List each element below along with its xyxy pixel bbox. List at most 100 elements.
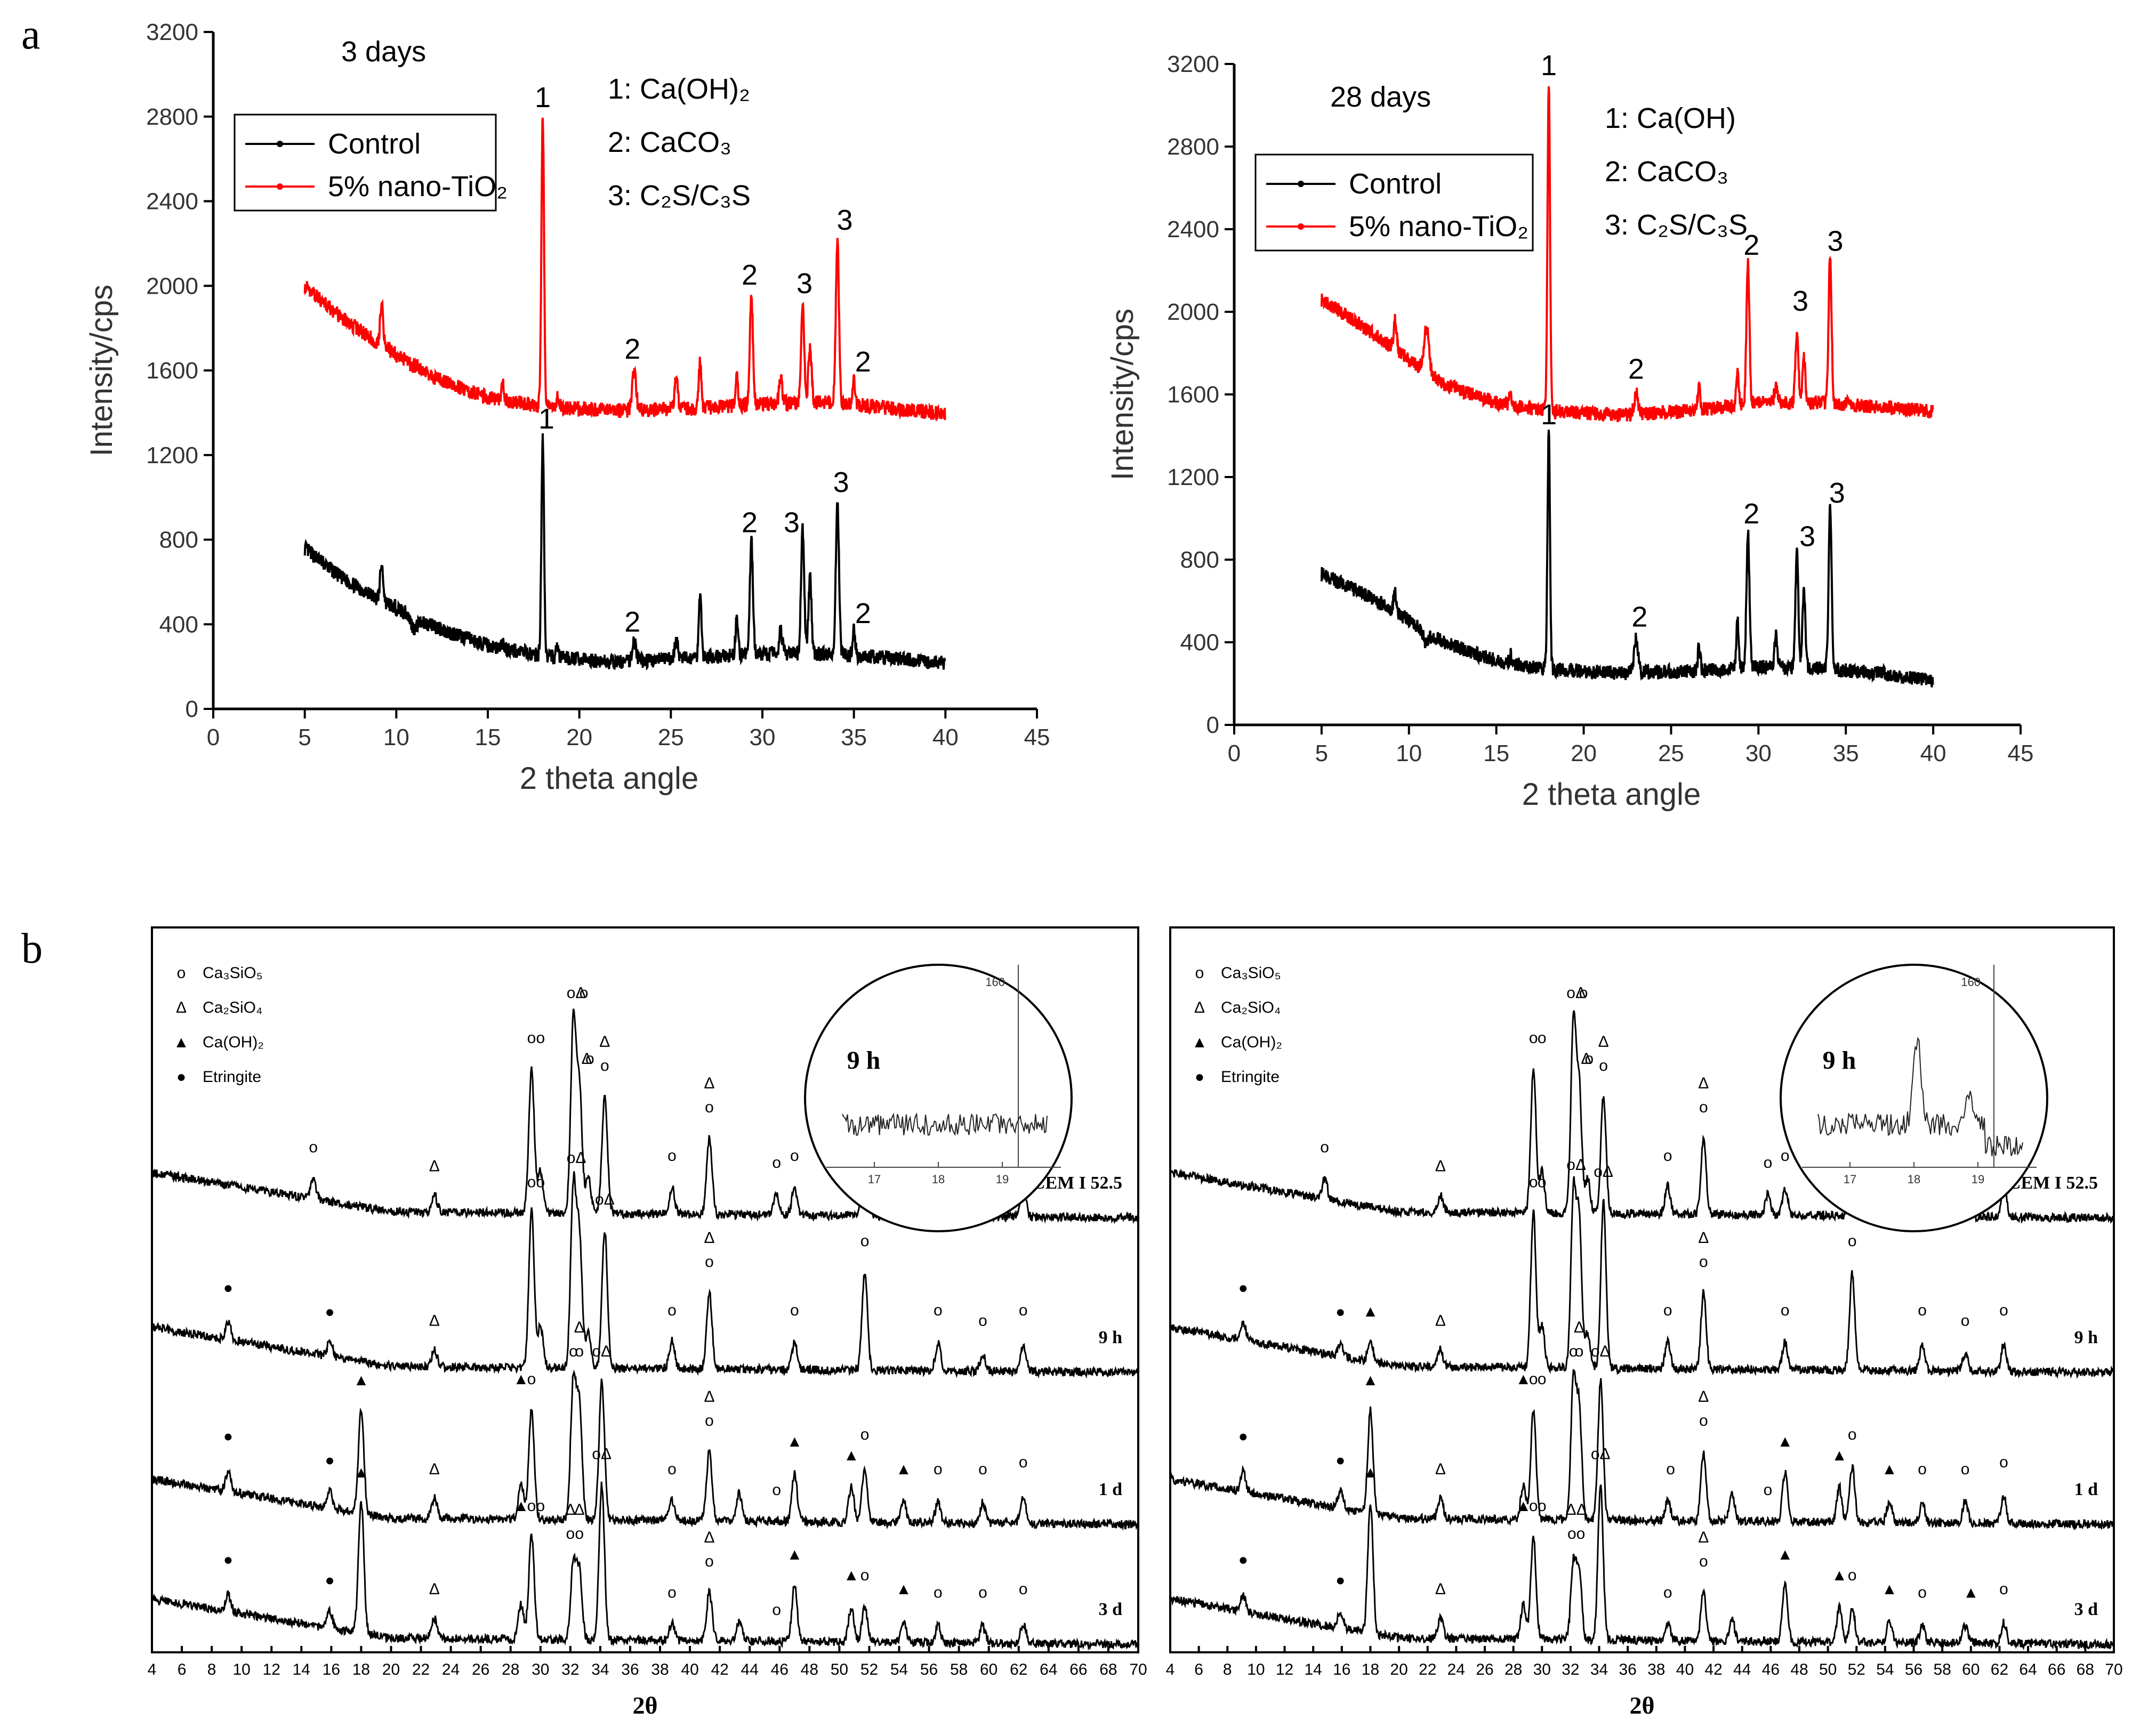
phase-marker: o: [575, 1525, 584, 1543]
x-tick-label: 10: [1247, 1661, 1265, 1678]
series-label: 3 d: [1099, 1600, 1123, 1619]
phase-marker: oΔ: [1591, 1343, 1611, 1360]
x-tick-label: 28: [502, 1661, 519, 1678]
phase-key-entry: 2: CaCO₃: [1605, 156, 1728, 188]
y-tick-label: 1200: [1167, 464, 1219, 490]
inset-tick-label: 17: [868, 1173, 881, 1186]
phase-marker: o: [705, 1553, 714, 1570]
series-trace: [151, 1171, 1139, 1379]
x-tick-label: 46: [771, 1661, 789, 1678]
phase-marker: ▲: [513, 1497, 529, 1515]
legend-label: Ca₃SiO₅: [203, 964, 263, 982]
x-tick-label: 8: [207, 1661, 216, 1678]
phase-marker: Δ: [1598, 1033, 1609, 1051]
x-tick-label: 14: [1304, 1661, 1322, 1678]
inset-tick-label: 19: [1972, 1173, 1984, 1186]
x-tick-label: 56: [1905, 1661, 1922, 1678]
y-tick-label: 2400: [1167, 216, 1219, 243]
legend-swatch-dot: [277, 141, 283, 147]
phase-marker: o: [580, 984, 589, 1002]
x-tick-label: 5: [298, 724, 311, 750]
x-tick-label: 66: [2048, 1661, 2065, 1678]
legend-label: Ca(OH)₂: [203, 1033, 264, 1051]
phase-marker: o: [705, 1253, 714, 1271]
x-tick-label: 6: [178, 1661, 187, 1678]
x-tick-label: 20: [382, 1661, 400, 1678]
legend-symbol: o: [1195, 964, 1204, 982]
legend-label: 5% nano-TiO₂: [1349, 211, 1528, 243]
x-tick-label: 12: [263, 1661, 280, 1678]
x-tick-label: 20: [566, 724, 592, 750]
legend-label: 5% nano-TiO₂: [328, 171, 508, 203]
x-tick-label: 54: [1876, 1661, 1894, 1678]
phase-marker: o: [1320, 1139, 1329, 1156]
phase-marker: ●: [1335, 1303, 1345, 1321]
legend-symbol: Δ: [1194, 999, 1205, 1016]
phase-marker: o: [705, 1099, 714, 1116]
phase-marker: o: [1019, 1454, 1028, 1471]
x-tick-label: 64: [1040, 1661, 1057, 1678]
phase-marker: o: [934, 1302, 943, 1319]
peak-label: 2: [624, 606, 640, 638]
phase-marker: o: [1538, 1370, 1547, 1388]
y-axis-label: Intensity/cps: [1105, 309, 1140, 480]
phase-marker: o: [1663, 1302, 1672, 1319]
phase-marker: o: [705, 1412, 714, 1430]
phase-marker: ▲: [353, 1464, 369, 1481]
phase-marker: o: [1848, 1567, 1857, 1584]
chart-title: 3 days: [341, 36, 426, 68]
phase-marker: o: [1538, 1497, 1547, 1515]
phase-marker: o: [575, 1343, 584, 1360]
peak-label: 2: [855, 597, 871, 629]
legend-label: Control: [328, 128, 421, 160]
x-tick-label: 22: [1419, 1661, 1436, 1678]
x-tick-label: 20: [1390, 1661, 1407, 1678]
x-tick-label: 54: [890, 1661, 908, 1678]
y-tick-label: 3200: [146, 19, 198, 45]
phase-marker: ▲: [786, 1433, 802, 1450]
x-tick-label: 68: [1099, 1661, 1117, 1678]
phase-marker: o: [1699, 1253, 1708, 1271]
x-axis-label: 2θ: [1629, 1692, 1654, 1719]
phase-marker: o: [1999, 1454, 2008, 1471]
y-tick-label: 400: [159, 611, 198, 637]
legend-swatch-dot: [277, 183, 283, 190]
phase-marker: oΔ: [567, 1149, 586, 1167]
x-tick-label: 45: [1024, 724, 1050, 750]
inset-circle: [804, 964, 1073, 1232]
x-tick-label: 18: [352, 1661, 370, 1678]
legend-label: Ca₃SiO₅: [1221, 964, 1281, 982]
x-tick-label: 46: [1762, 1661, 1780, 1678]
x-tick-label: 62: [1991, 1661, 2008, 1678]
phase-marker: o: [1699, 1099, 1708, 1116]
phase-marker: o: [1666, 1460, 1675, 1478]
phase-marker: o: [1918, 1460, 1927, 1478]
legend-label: Ca(OH)₂: [1221, 1033, 1282, 1051]
inset-9h: 9 h 160 17 18 19: [804, 964, 1073, 1232]
phase-marker: o: [667, 1147, 677, 1165]
series-label: 9 h: [2074, 1328, 2098, 1347]
x-tick-label: 38: [1647, 1661, 1665, 1678]
phase-marker: o: [1584, 1050, 1594, 1068]
x-tick-label: 30: [532, 1661, 549, 1678]
x-tick-label: 30: [1533, 1661, 1551, 1678]
legend-swatch-dot: [1298, 223, 1304, 230]
phase-marker: ▲: [1881, 1460, 1897, 1478]
phase-marker: o: [1699, 1553, 1708, 1570]
phase-marker: o: [1781, 1302, 1790, 1319]
phase-marker: oo: [1567, 1525, 1585, 1543]
series-line-control: [1320, 430, 1934, 688]
phase-marker: o: [1999, 1580, 2008, 1598]
phase-marker: oΔ: [1591, 1446, 1611, 1463]
x-tick-label: 25: [1658, 740, 1684, 766]
legend-label: Ca₂SiO₄: [1221, 999, 1281, 1016]
phase-marker: Δ: [565, 1501, 576, 1519]
x-tick-label: 50: [1819, 1661, 1837, 1678]
x-tick-label: 4: [1166, 1661, 1175, 1678]
series-trace: [151, 1481, 1139, 1651]
phase-marker: Δ: [1435, 1158, 1446, 1175]
xrd-chart-b-left: 4 6 8 10 12 14 16 18 20 22 24 26 28 30 32 34 36 38 40 42 44 4…: [148, 926, 1147, 1719]
x-axis-label: 2 theta angle: [1522, 777, 1701, 812]
phase-marker: ●: [223, 1428, 233, 1446]
